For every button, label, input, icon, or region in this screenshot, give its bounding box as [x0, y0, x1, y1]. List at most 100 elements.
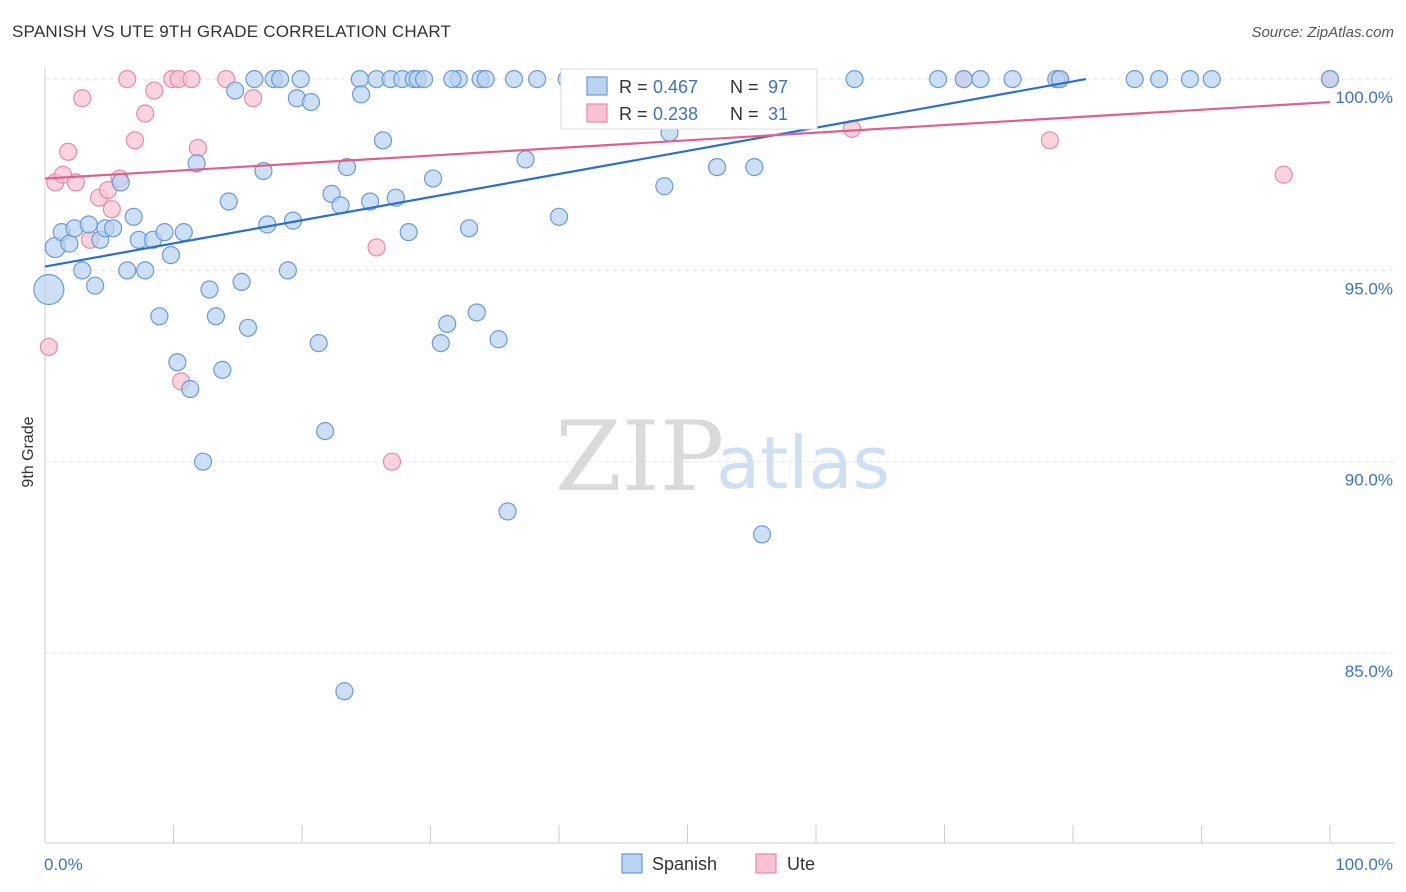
spanish-point: [174, 223, 193, 242]
spanish-point: [213, 360, 232, 379]
spanish-point: [136, 261, 155, 280]
legend-r-label-ute: R =: [619, 104, 648, 124]
spanish-point: [1180, 69, 1200, 89]
ute-point: [244, 89, 263, 108]
spanish-point: [504, 69, 524, 89]
bottom-legend-swatch-spanish: [621, 853, 643, 874]
ute-point: [136, 104, 155, 123]
spanish-point: [155, 223, 174, 242]
ute-point: [1040, 131, 1059, 150]
y-tick-label: 95.0%: [1345, 279, 1393, 298]
spanish-point: [752, 525, 772, 544]
ute-point: [73, 89, 92, 108]
spanish-point: [187, 154, 206, 173]
spanish-point: [971, 69, 990, 89]
top-legend: R = 0.467 N = 97 R = 0.238 N = 31: [560, 68, 818, 130]
legend-n-label-spanish: N =: [730, 77, 759, 97]
spanish-point: [1125, 69, 1144, 89]
spanish-point: [111, 173, 130, 192]
spanish-point: [73, 261, 92, 280]
spanish-point: [219, 192, 238, 211]
spanish-point: [278, 261, 297, 280]
y-tick-label: 90.0%: [1345, 471, 1393, 490]
spanish-point: [443, 69, 462, 89]
legend-n-value-spanish: 97: [768, 77, 788, 97]
spanish-point: [459, 219, 479, 238]
spanish-points: [33, 69, 1340, 701]
spanish-point: [181, 379, 200, 399]
spanish-point: [291, 69, 310, 89]
spanish-point: [118, 261, 137, 280]
legend-r-value-ute: 0.238: [653, 104, 698, 124]
spanish-point: [232, 272, 251, 291]
chart-title: SPANISH VS UTE 9TH GRADE CORRELATION CHA…: [12, 22, 452, 41]
ute-point: [1274, 165, 1293, 184]
x-tick-label-min: 0.0%: [44, 855, 83, 874]
bottom-legend-label-ute: Ute: [787, 854, 815, 874]
bottom-legend-label-spanish: Spanish: [652, 854, 717, 874]
spanish-point: [271, 69, 290, 89]
spanish-point: [954, 69, 973, 89]
spanish-point: [707, 157, 727, 177]
spanish-point: [150, 307, 169, 326]
spanish-point: [301, 92, 321, 112]
spanish-point: [335, 682, 354, 701]
spanish-point: [1320, 69, 1340, 89]
spanish-point: [467, 303, 486, 322]
spanish-point: [337, 157, 357, 177]
spanish-point: [414, 69, 434, 89]
ute-point: [382, 452, 402, 471]
spanish-point: [928, 69, 948, 89]
ute-point: [66, 173, 85, 192]
spanish-point: [745, 157, 764, 177]
ute-trend-line: [44, 100, 1331, 180]
legend-r-label-spanish: R =: [619, 77, 648, 97]
spanish-point: [361, 192, 380, 211]
legend-r-value-spanish: 0.467: [653, 77, 698, 97]
spanish-point: [193, 452, 213, 471]
ute-point: [182, 69, 201, 89]
spanish-point: [206, 307, 226, 326]
spanish-point: [528, 69, 547, 89]
watermark: ZIP atlas: [555, 401, 890, 513]
spanish-point: [438, 314, 457, 334]
legend-n-label-ute: N =: [730, 104, 759, 124]
spanish-point: [516, 150, 535, 169]
ute-point: [145, 81, 164, 100]
spanish-point: [316, 421, 335, 441]
spanish-point: [350, 69, 369, 89]
y-axis-title: 9th Grade: [20, 416, 37, 487]
spanish-point: [60, 234, 79, 253]
spanish-point: [245, 69, 264, 89]
trend-lines: [44, 78, 1331, 268]
spanish-point: [104, 219, 123, 238]
legend-n-value-ute: 31: [768, 104, 788, 124]
spanish-point: [168, 353, 187, 372]
spanish-point: [238, 318, 258, 337]
spanish-point: [431, 333, 450, 353]
spanish-point: [1202, 69, 1221, 89]
ute-point: [188, 138, 208, 158]
spanish-point: [309, 333, 328, 353]
legend-swatch-spanish: [586, 76, 608, 96]
spanish-point: [352, 85, 371, 104]
legend-swatch-ute: [586, 103, 608, 123]
spanish-point: [549, 207, 569, 226]
source-credit: Source: ZipAtlas.com: [1251, 24, 1394, 41]
ute-point: [367, 238, 386, 257]
spanish-point: [489, 330, 508, 349]
spanish-point: [476, 69, 495, 89]
x-tick-label-max: 100.0%: [1335, 855, 1393, 874]
spanish-point: [79, 215, 98, 234]
spanish-point: [373, 131, 393, 150]
spanish-point: [33, 273, 65, 306]
spanish-point: [655, 177, 674, 196]
spanish-point: [845, 69, 864, 89]
spanish-trend-line: [44, 78, 1087, 268]
spanish-point: [423, 169, 443, 188]
ute-point: [39, 337, 58, 357]
axes: 85.0% 90.0% 95.0% 100.0% 0.0% 100.0%: [44, 67, 1395, 874]
y-tick-label: 100.0%: [1335, 88, 1393, 107]
ute-point: [59, 142, 78, 161]
